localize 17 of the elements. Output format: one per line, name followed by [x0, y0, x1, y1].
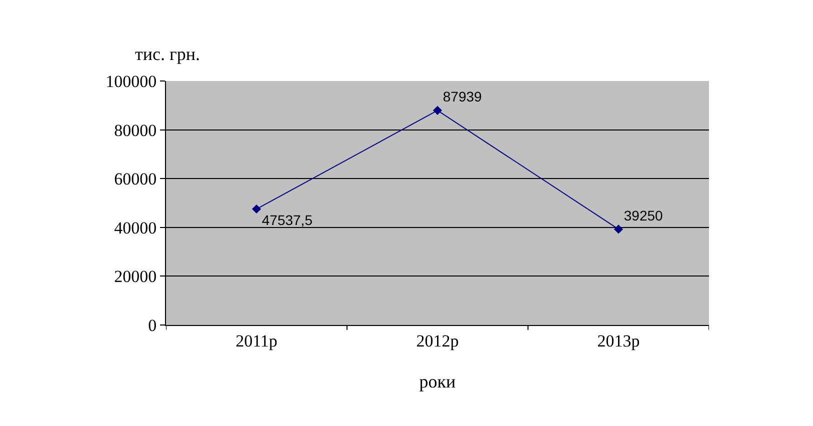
x-tick-label: 2013р	[597, 331, 640, 350]
data-label: 39250	[624, 207, 664, 224]
y-tick-label: 60000	[114, 170, 157, 189]
y-tick-label: 100000	[106, 72, 157, 91]
x-axis-title: роки	[419, 372, 456, 392]
x-tick-label: 2012р	[416, 331, 459, 350]
x-tick-label: 2011р	[236, 331, 278, 350]
point	[614, 224, 624, 234]
y-axis-title: тис. грн.	[135, 44, 200, 64]
data-label: 87939	[442, 88, 482, 105]
y-tick-label: 20000	[114, 267, 157, 286]
data-label: 47537,5	[262, 212, 313, 228]
y-tick-label: 40000	[114, 218, 157, 238]
y-tick-label: 80000	[114, 120, 157, 140]
point	[252, 204, 262, 214]
y-tick-label: 0	[148, 316, 157, 335]
point	[432, 106, 442, 115]
